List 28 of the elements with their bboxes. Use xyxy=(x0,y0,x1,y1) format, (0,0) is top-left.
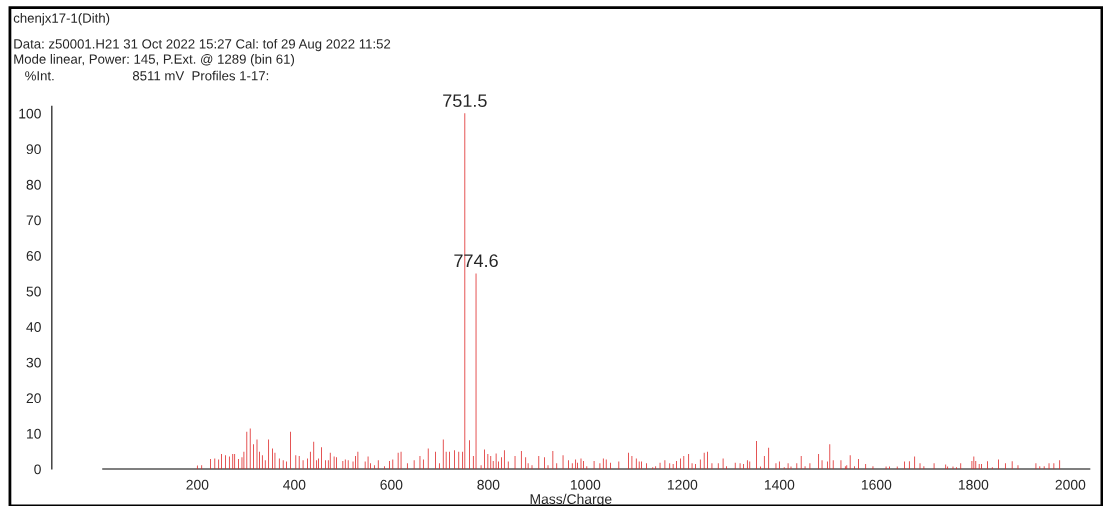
y-tick-label: 30 xyxy=(26,357,41,368)
x-tick-label: 800 xyxy=(477,479,500,490)
x-tick-label: 1600 xyxy=(861,479,892,490)
x-tick-label: 1800 xyxy=(958,479,989,490)
annotation: 751.5 xyxy=(443,94,487,108)
y-tick-label: 90 xyxy=(26,144,41,155)
y-tick-label: 10 xyxy=(27,428,41,439)
y-tick-label: 60 xyxy=(26,250,41,261)
x-tick-label: 1000 xyxy=(570,479,601,490)
text: 8511 mV Profiles 1-17: xyxy=(132,70,269,81)
y-tick-label: 0 xyxy=(34,464,41,475)
text: Data: z50001.H21 31 Oct 2022 15:27 Cal: tof 29 Aug 2022 11:52 xyxy=(14,38,391,52)
x-axis-title: Mass/Charge xyxy=(530,493,612,506)
y-axis-title: %Int. xyxy=(25,71,54,81)
y-tick-label: 100 xyxy=(19,108,41,119)
y-tick-label: 40 xyxy=(26,322,41,332)
y-tick-label: 50 xyxy=(26,286,41,297)
text: Mode linear, Power: 145, P.Ext. @ 1289 (bin 61) xyxy=(14,54,295,67)
x-tick-label: 600 xyxy=(380,479,403,490)
x-tick-label: 400 xyxy=(283,479,306,490)
x-tick-label: 2000 xyxy=(1055,479,1086,490)
y-tick-label: 80 xyxy=(26,179,41,190)
chart-title: chenjx17-1(Dith) xyxy=(13,13,110,26)
y-tick-label: 70 xyxy=(26,215,41,226)
x-tick-label: 1200 xyxy=(667,479,698,490)
y-tick-label: 20 xyxy=(26,393,41,404)
x-tick-label: 200 xyxy=(186,479,209,490)
x-tick-label: 1400 xyxy=(764,479,795,490)
